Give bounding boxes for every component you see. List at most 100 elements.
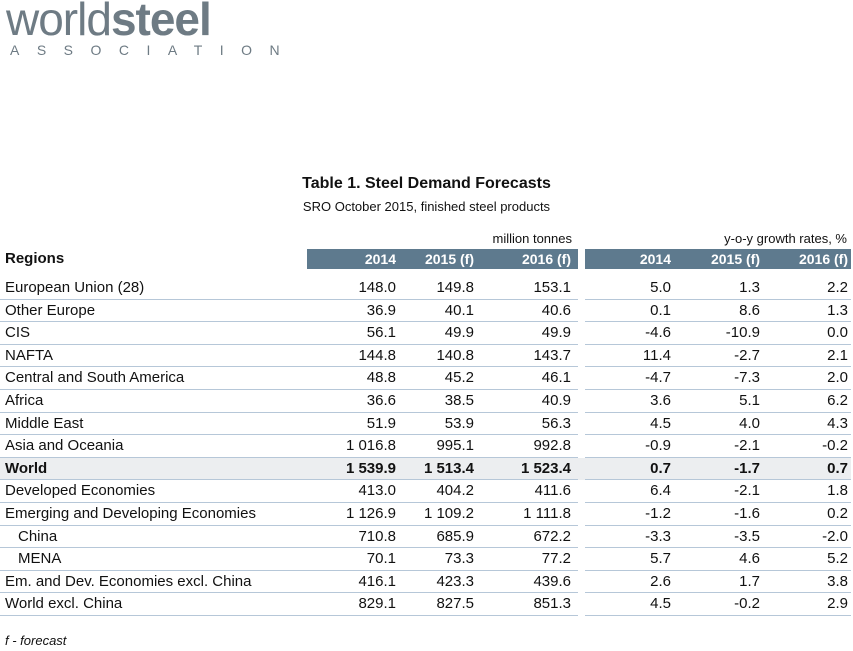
value-cell: 144.8	[358, 346, 396, 364]
header-cell: Regions	[5, 250, 65, 267]
row-separator	[585, 389, 851, 390]
value-cell: 38.5	[444, 392, 474, 409]
row-separator	[0, 411, 578, 413]
value-cell: 148.0	[358, 279, 396, 296]
region-name: MENA	[18, 550, 62, 568]
region-name: China	[18, 527, 58, 545]
table-title: Table 1. Steel Demand Forecasts	[302, 175, 551, 192]
value-cell: 827.5	[436, 595, 474, 613]
row-separator	[0, 343, 578, 345]
value-cell: 0.2	[827, 505, 848, 522]
value-cell: 5.2	[827, 550, 848, 568]
row-separator	[0, 569, 578, 571]
region-name: World excl. China	[5, 595, 123, 613]
value-cell: 1 111.8	[523, 505, 571, 522]
value-cell: 416.1	[358, 572, 396, 590]
value-cell: -1.2	[645, 505, 671, 522]
value-cell: 40.1	[444, 301, 474, 319]
value-cell: 1 539.9	[345, 459, 396, 477]
row-separator	[0, 321, 578, 323]
value-cell: -2.7	[734, 346, 760, 364]
value-cell: 140.8	[436, 346, 474, 364]
value-cell: 36.9	[366, 301, 396, 319]
value-cell: 2.6	[650, 572, 671, 590]
value-cell: 45.2	[444, 369, 474, 387]
logo-light: world	[6, 0, 112, 45]
value-cell: -4.7	[645, 369, 671, 387]
region-name: Other Europe	[5, 301, 96, 319]
row-separator	[0, 547, 578, 549]
header-bar	[585, 249, 851, 269]
region-name: Africa	[5, 392, 44, 409]
value-cell: 672.2	[533, 527, 571, 545]
value-cell: 5.0	[650, 279, 671, 296]
row-separator	[585, 524, 851, 526]
value-cell: -2.1	[734, 437, 760, 455]
header-cell: 2014	[364, 251, 396, 267]
value-cell: 3.8	[827, 572, 848, 590]
value-cell: 149.8	[436, 279, 474, 296]
region-name: Developed Economies	[5, 482, 156, 500]
value-cell: 46.1	[541, 369, 571, 387]
region-name: CIS	[5, 324, 31, 342]
row-separator	[585, 615, 851, 616]
row-separator	[585, 366, 851, 368]
region-name: Emerging and Developing Economies	[5, 505, 256, 522]
row-separator	[0, 524, 578, 526]
value-cell: -2.1	[734, 482, 760, 500]
value-cell: 0.7	[827, 459, 848, 477]
value-cell: 1 126.9	[345, 505, 396, 522]
value-cell: 56.1	[366, 324, 396, 342]
value-cell: -10.9	[725, 324, 760, 342]
row-separator	[585, 321, 851, 323]
value-cell: 411.6	[534, 482, 571, 500]
value-cell: 4.6	[739, 550, 760, 568]
value-cell: 1.8	[827, 482, 848, 500]
value-cell: 56.3	[541, 414, 571, 432]
value-cell: 685.9	[436, 527, 474, 545]
value-cell: 53.9	[444, 414, 474, 432]
value-cell: 1.3	[827, 301, 848, 319]
value-cell: 2.9	[827, 595, 848, 613]
row-separator	[585, 343, 851, 345]
region-name: European Union (28)	[5, 279, 145, 296]
row-separator	[0, 434, 578, 436]
value-cell: 3.6	[650, 392, 671, 409]
value-cell: 49.9	[444, 324, 474, 342]
unit-label: y-o-y growth rates, %	[724, 231, 847, 246]
row-separator	[585, 298, 851, 300]
row-separator	[0, 615, 578, 616]
value-cell: 992.8	[533, 437, 571, 455]
value-cell: 851.3	[533, 595, 571, 613]
row-separator	[0, 479, 578, 481]
value-cell: 439.6	[533, 572, 571, 590]
value-cell: 40.6	[541, 301, 571, 319]
value-cell: 40.9	[541, 392, 571, 409]
row-separator	[0, 456, 578, 458]
value-cell: 1 513.4	[423, 459, 474, 477]
value-cell: 1.7	[739, 572, 760, 590]
value-cell: 1.3	[739, 279, 760, 296]
value-cell: 73.3	[444, 550, 474, 568]
row-separator	[0, 298, 578, 300]
value-cell: 0.0	[827, 324, 848, 342]
value-cell: -3.3	[645, 527, 671, 545]
value-cell: 4.0	[739, 414, 760, 432]
row-separator	[0, 502, 578, 503]
value-cell: 48.8	[366, 369, 396, 387]
row-separator	[585, 456, 851, 458]
header-cell: 2015 (f)	[710, 251, 760, 267]
value-cell: -3.5	[734, 527, 760, 545]
value-cell: 2.2	[827, 279, 848, 296]
row-separator	[0, 366, 578, 368]
region-name: World	[5, 459, 48, 477]
value-cell: -4.6	[645, 324, 671, 342]
value-cell: 4.5	[650, 595, 671, 613]
logo-bold: steel	[110, 0, 212, 45]
value-cell: 423.3	[436, 572, 474, 590]
unit-label: million tonnes	[492, 231, 573, 246]
value-cell: 4.5	[650, 414, 671, 432]
value-cell: 36.6	[366, 392, 396, 409]
value-cell: 2.0	[827, 369, 848, 387]
footnote: f - forecast	[5, 633, 67, 648]
